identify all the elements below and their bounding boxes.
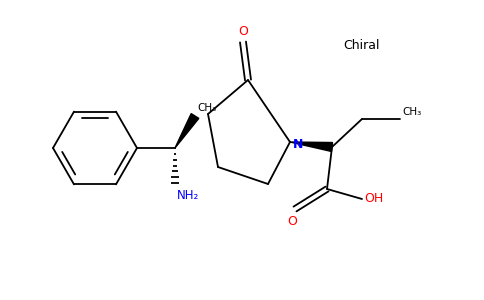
Text: OH: OH: [364, 193, 383, 206]
Text: Chiral: Chiral: [344, 38, 380, 52]
Text: O: O: [287, 215, 297, 228]
Polygon shape: [290, 142, 333, 152]
Polygon shape: [175, 114, 199, 148]
Text: O: O: [238, 25, 248, 38]
Text: NH₂: NH₂: [177, 189, 199, 202]
Text: CH₃: CH₃: [402, 107, 421, 117]
Text: CH₃: CH₃: [197, 103, 216, 113]
Text: N: N: [293, 139, 303, 152]
